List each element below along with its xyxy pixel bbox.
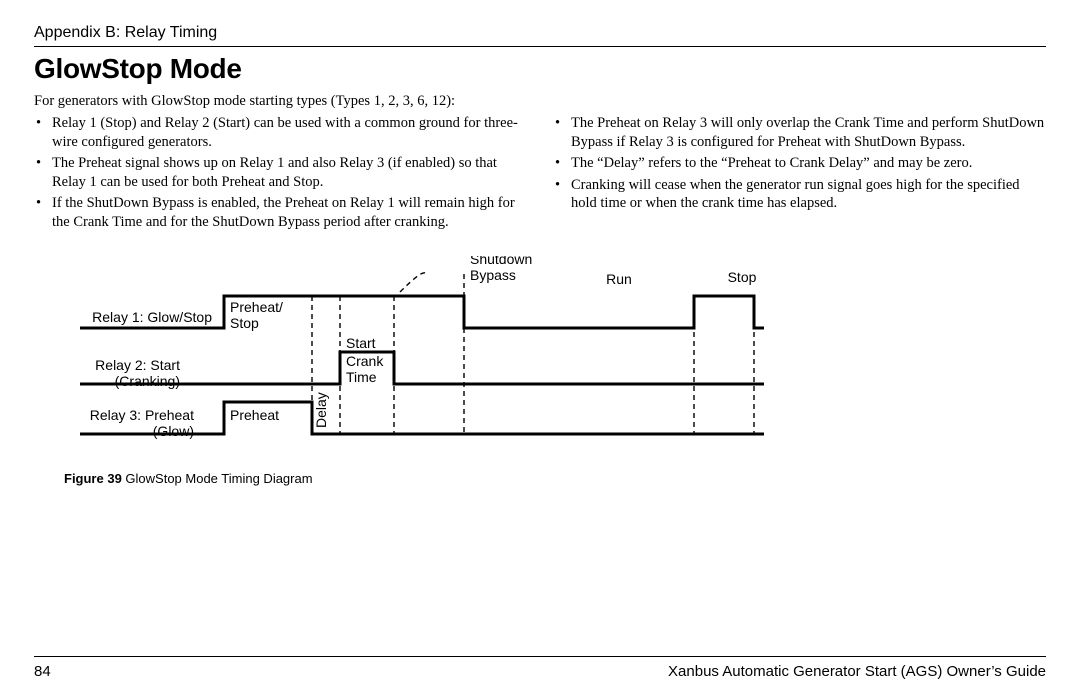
svg-text:Shutdown: Shutdown xyxy=(470,256,532,267)
svg-text:(Cranking): (Cranking) xyxy=(115,373,180,389)
svg-text:Start: Start xyxy=(346,335,376,351)
svg-text:Relay 2: Start: Relay 2: Start xyxy=(95,357,180,373)
svg-text:Stop: Stop xyxy=(728,269,757,285)
page-number: 84 xyxy=(34,663,51,680)
svg-text:Run: Run xyxy=(606,271,632,287)
svg-text:Preheat: Preheat xyxy=(230,407,279,423)
svg-text:Stop: Stop xyxy=(230,315,259,331)
svg-text:Crank: Crank xyxy=(346,353,384,369)
timing-svg: Relay 1: Glow/Stop Relay 2: Start(Crankin… xyxy=(64,256,784,456)
figure-number: Figure 39 xyxy=(64,471,122,486)
svg-text:Bypass: Bypass xyxy=(470,267,516,283)
svg-text:Delay: Delay xyxy=(313,392,329,428)
header-rule xyxy=(34,46,1046,47)
figure-text: GlowStop Mode Timing Diagram xyxy=(125,471,312,486)
bullet-item: Cranking will cease when the generator r… xyxy=(571,176,1046,213)
right-bullets: The Preheat on Relay 3 will only overlap… xyxy=(553,114,1046,213)
svg-text:Preheat/: Preheat/ xyxy=(230,299,283,315)
bullet-item: If the ShutDown Bypass is enabled, the P… xyxy=(52,194,527,231)
bullet-item: Relay 1 (Stop) and Relay 2 (Start) can b… xyxy=(52,114,527,151)
section-title: GlowStop Mode xyxy=(34,53,1046,85)
left-bullets: Relay 1 (Stop) and Relay 2 (Start) can b… xyxy=(34,114,527,231)
figure-caption: Figure 39 GlowStop Mode Timing Diagram xyxy=(64,471,1046,486)
bullet-item: The Preheat signal shows up on Relay 1 a… xyxy=(52,154,527,191)
appendix-label: Appendix B: Relay Timing xyxy=(34,24,1046,42)
svg-text:Relay 1: Glow/Stop: Relay 1: Glow/Stop xyxy=(92,309,212,325)
right-column: The Preheat on Relay 3 will only overlap… xyxy=(553,114,1046,234)
footer-rule xyxy=(34,656,1046,657)
timing-diagram: Relay 1: Glow/Stop Relay 2: Start(Crankin… xyxy=(64,256,1046,461)
left-column: Relay 1 (Stop) and Relay 2 (Start) can b… xyxy=(34,114,527,234)
bullet-item: The “Delay” refers to the “Preheat to Cr… xyxy=(571,154,1046,173)
svg-text:Time: Time xyxy=(346,369,377,385)
svg-text:(Glow): (Glow) xyxy=(153,423,194,439)
intro-text: For generators with GlowStop mode starti… xyxy=(34,93,1046,110)
bullet-item: The Preheat on Relay 3 will only overlap… xyxy=(571,114,1046,151)
svg-text:Relay 3: Preheat: Relay 3: Preheat xyxy=(90,407,194,423)
guide-title: Xanbus Automatic Generator Start (AGS) O… xyxy=(668,663,1046,680)
two-column-body: Relay 1 (Stop) and Relay 2 (Start) can b… xyxy=(34,114,1046,234)
page-footer: 84 Xanbus Automatic Generator Start (AGS… xyxy=(34,656,1046,680)
